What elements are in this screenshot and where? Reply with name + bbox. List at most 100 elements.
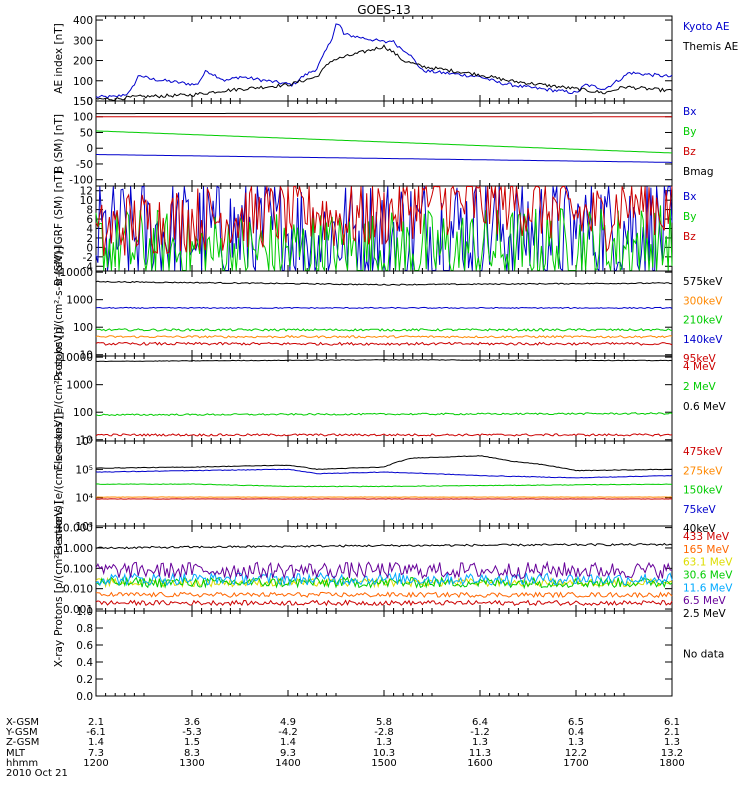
legend-entry: 140keV xyxy=(683,334,723,346)
y-tick-label: 0.2 xyxy=(76,674,93,686)
y-tick-label: 200 xyxy=(73,56,93,68)
series-line xyxy=(95,280,673,286)
panel-8: 0.0 0.2 0.4 0.6 0.8 1.0 X-ray No data xyxy=(53,606,724,703)
legend-entry: Themis AE xyxy=(682,41,738,53)
series-line xyxy=(95,306,673,310)
panel-1: 0 100 200 300 400 AE index [nT] Kyoto AE Themis… xyxy=(53,15,738,108)
y-tick-label: 10000 xyxy=(60,352,93,364)
y-axis-label: B (SM) [nT] xyxy=(53,114,65,173)
y-tick-label: 10.000 xyxy=(56,523,93,535)
footer-value: 6.1 xyxy=(664,717,680,728)
y-tick-label: 0.6 xyxy=(76,640,93,652)
y-tick-label: 100 xyxy=(73,76,93,88)
legend-entry: Kyoto AE xyxy=(683,21,729,33)
y-axis-label: X-ray xyxy=(53,640,65,667)
footer-value: 2.1 xyxy=(88,717,104,728)
legend-entry: By xyxy=(683,211,696,223)
y-tick-label: -100 xyxy=(69,175,93,187)
legend-entry: By xyxy=(683,126,696,138)
legend-entry: 433 MeV xyxy=(683,531,730,543)
footer-row-label: 2010 Oct 21 xyxy=(6,768,68,779)
series-line xyxy=(95,571,673,587)
series-line xyxy=(95,44,673,102)
footer-value: 1400 xyxy=(275,758,300,769)
series-line xyxy=(95,328,673,332)
y-tick-label: 100 xyxy=(73,322,93,334)
footer-row-label: Y-GSM xyxy=(5,727,38,738)
footer-row-label: Z-GSM xyxy=(6,737,39,748)
panel-2: -100 -50 0 50 100 150 B (SM) [nT] Bx By Bz Bmag xyxy=(53,96,714,187)
y-tick-label: 10³ xyxy=(75,521,93,533)
legend-entry: 2 MeV xyxy=(683,381,717,393)
legend-entry: 210keV xyxy=(683,315,723,327)
series-line xyxy=(95,359,673,363)
footer-row-label: MLT xyxy=(6,748,26,759)
y-tick-label: 10⁴ xyxy=(75,493,93,505)
y-tick-label: 0.8 xyxy=(76,623,93,635)
y-tick-label: 10⁵ xyxy=(75,464,93,476)
y-axis-label: Electrons [e/(cm²-s-sr-keV)] xyxy=(53,327,65,471)
legend-entry: 275keV xyxy=(683,465,723,477)
footer-value: 0.4 xyxy=(568,727,584,738)
footer-value: 8.3 xyxy=(184,748,200,759)
legend-entry: 30.6 MeV xyxy=(683,570,733,582)
footer-value: 1300 xyxy=(179,758,204,769)
y-tick-label: 0 xyxy=(86,143,93,155)
legend-entry: 150keV xyxy=(683,485,723,497)
footer-value: 1700 xyxy=(563,758,588,769)
y-tick-label: 100 xyxy=(73,407,93,419)
footer-value: 1600 xyxy=(467,758,492,769)
legend-entry: Bx xyxy=(683,191,696,203)
series-line xyxy=(95,23,673,99)
footer-value: 1.3 xyxy=(472,737,488,748)
y-tick-label: 8 xyxy=(86,205,93,217)
footer-value: 1.4 xyxy=(280,737,296,748)
legend-entry: 575keV xyxy=(683,276,723,288)
series-line xyxy=(95,184,673,256)
series-line xyxy=(95,130,672,154)
footer-value: 6.5 xyxy=(568,717,584,728)
y-tick-label: 1000 xyxy=(66,295,93,307)
footer-value: 1500 xyxy=(371,758,396,769)
footer-value: 4.9 xyxy=(280,717,296,728)
y-tick-label: 6 xyxy=(86,214,93,226)
series-line xyxy=(96,112,672,115)
y-tick-label: 10⁶ xyxy=(75,436,93,448)
panel-frame xyxy=(95,15,673,102)
series-line xyxy=(95,335,673,339)
series-line xyxy=(95,560,673,580)
legend-entry: 300keV xyxy=(683,295,723,307)
series-line xyxy=(95,341,673,346)
legend-entry: 475keV xyxy=(683,446,723,458)
panel-frame xyxy=(95,610,673,697)
series-line xyxy=(95,542,673,550)
y-tick-label: 0.100 xyxy=(63,563,93,575)
y-tick-label: 1.0 xyxy=(76,606,93,618)
y-tick-label: 12 xyxy=(80,186,93,198)
footer-value: -6.1 xyxy=(86,727,106,738)
y-tick-label: 300 xyxy=(73,35,93,47)
y-tick-label: 0.0 xyxy=(76,691,93,703)
y-axis-label: AE index [nT] xyxy=(53,23,65,93)
series-line xyxy=(95,483,673,488)
series-line xyxy=(95,455,673,472)
footer-value: 1200 xyxy=(83,758,108,769)
series-line xyxy=(96,154,672,163)
footer-value: 9.3 xyxy=(280,748,296,759)
footer-value: 1.4 xyxy=(88,737,104,748)
footer-value: 1800 xyxy=(659,758,684,769)
y-axis-label: B (SM)-IGRF (SM) [nT] xyxy=(53,171,65,286)
legend-entry: 75keV xyxy=(683,504,717,516)
y-tick-label: 0.4 xyxy=(76,657,93,669)
footer-row-label: X-GSM xyxy=(6,717,39,728)
series-line xyxy=(95,591,673,599)
y-tick-label: 10000 xyxy=(60,267,93,279)
y-tick-label: 4 xyxy=(86,224,93,236)
legend-entry: 63.1 MeV xyxy=(683,557,733,569)
footer-row-label: hhmm xyxy=(6,758,38,769)
legend-entry: 2.5 MeV xyxy=(683,608,727,620)
y-tick-label: 100 xyxy=(73,112,93,124)
